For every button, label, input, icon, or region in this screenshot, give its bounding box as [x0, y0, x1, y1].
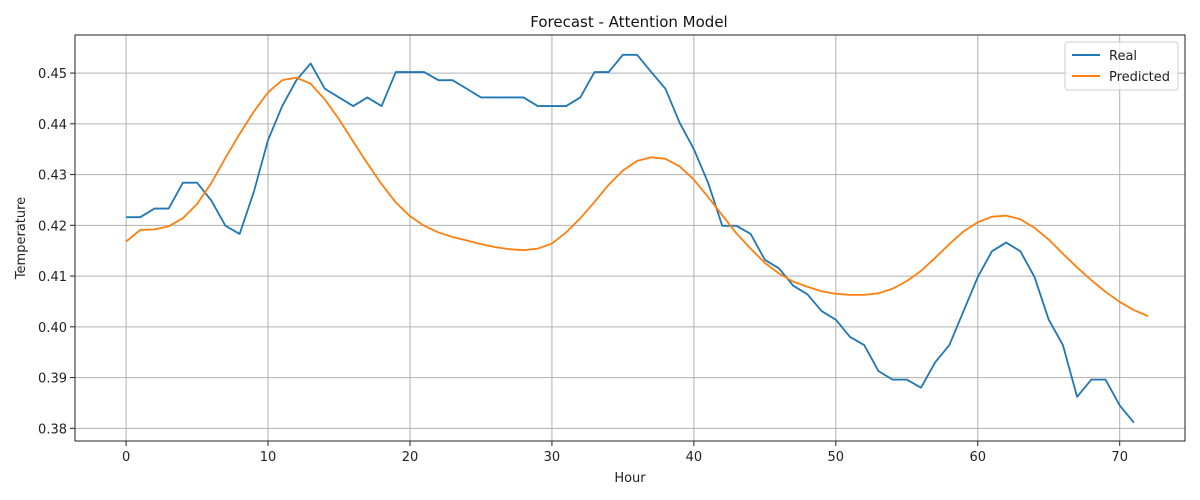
series-lines	[125, 53, 1149, 424]
y-axis: 0.38 0.39 0.40 0.41 0.42 0.43 0.44 0.45	[38, 67, 75, 437]
x-axis: 0 10 20 30 40 50 60 70	[122, 441, 1128, 465]
legend: Real Predicted	[1064, 41, 1179, 91]
y-tick-label: 0.44	[38, 118, 67, 133]
y-tick-label: 0.42	[38, 219, 67, 234]
y-tick-label: 0.45	[38, 67, 67, 82]
y-tick-label: 0.38	[38, 422, 67, 437]
plot-frame	[74, 34, 1186, 442]
x-tick-label: 10	[260, 450, 277, 465]
legend-label-predicted: Predicted	[1109, 70, 1170, 85]
x-tick-label: 30	[544, 450, 561, 465]
y-axis-label: Temperature	[14, 197, 29, 280]
series-line-real	[126, 53, 1135, 424]
x-axis-label: Hour	[614, 471, 646, 486]
y-tick-label: 0.41	[38, 270, 67, 285]
y-tick-label: 0.43	[38, 169, 67, 184]
x-tick-label: 70	[1111, 450, 1128, 465]
series-line-predicted	[125, 76, 1149, 317]
x-tick-label: 40	[686, 450, 703, 465]
y-tick-label: 0.40	[38, 321, 67, 336]
chart-title: Forecast - Attention Model	[530, 13, 727, 31]
x-tick-label: 0	[122, 450, 130, 465]
grid	[75, 35, 1185, 441]
x-tick-label: 60	[969, 450, 986, 465]
y-tick-label: 0.39	[38, 372, 67, 387]
x-tick-label: 20	[402, 450, 419, 465]
legend-label-real: Real	[1109, 49, 1137, 64]
x-tick-label: 50	[828, 450, 845, 465]
